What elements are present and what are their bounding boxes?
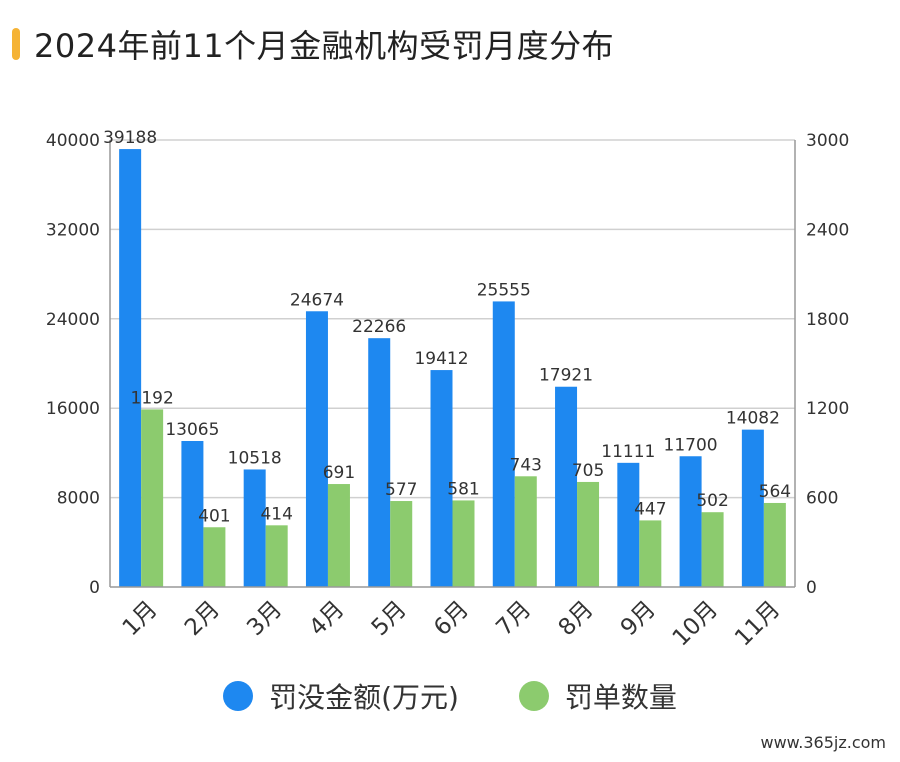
bar-count	[203, 527, 226, 587]
bar-amount	[679, 456, 702, 587]
y-left-tick-label: 16000	[46, 399, 100, 419]
x-tick-label: 10月	[668, 596, 723, 651]
bar-count	[141, 409, 164, 587]
data-label-count: 743	[510, 455, 542, 475]
chart-title: 2024年前11个月金融机构受罚月度分布	[34, 27, 615, 65]
data-label-count: 1192	[131, 388, 174, 408]
y-left-tick-label: 8000	[57, 489, 100, 509]
data-label-count: 691	[323, 463, 355, 483]
data-label-amount: 14082	[726, 409, 780, 429]
bar-amount	[741, 429, 764, 587]
data-label-amount: 11700	[664, 435, 718, 455]
bar-chart: 0 8000 16000 24000 32000 40000 0 600 1200 1800 240…	[46, 128, 849, 651]
data-label-amount: 24674	[290, 290, 344, 310]
bar-amount	[617, 462, 640, 587]
bar-count	[327, 484, 350, 587]
y-right-tick-label: 0	[806, 578, 817, 598]
x-tick-label: 4月	[305, 596, 350, 641]
legend-label-amount: 罚没金额(万元)	[269, 681, 459, 714]
bar-count	[514, 476, 537, 587]
y-left-tick-label: 32000	[46, 220, 100, 240]
legend-item-count: 罚单数量	[518, 676, 677, 716]
bar-count	[265, 525, 288, 587]
x-tick-label: 5月	[367, 596, 412, 641]
y-right-tick-label: 3000	[806, 131, 849, 151]
y-right-tick-label: 2400	[806, 220, 849, 240]
x-tick-label: 7月	[491, 596, 536, 641]
bar-amount	[430, 370, 453, 587]
data-label-amount: 13065	[165, 420, 219, 440]
watermark-text: www.365jz.com	[756, 731, 890, 754]
data-label-amount: 39188	[103, 128, 157, 148]
data-label-amount: 17921	[539, 366, 593, 386]
bar-amount	[492, 301, 515, 587]
legend-label-count: 罚单数量	[564, 681, 677, 714]
data-label-count: 564	[759, 482, 791, 502]
data-label-amount: 22266	[352, 317, 406, 337]
y-left-tick-label: 0	[89, 578, 100, 598]
bar-amount	[305, 311, 328, 587]
chart-legend: 罚没金额(万元) 罚单数量	[0, 676, 900, 716]
data-label-amount: 11111	[601, 442, 655, 462]
y-left-tick-label: 40000	[46, 131, 100, 151]
data-label-count: 581	[447, 479, 479, 499]
x-tick-label: 9月	[616, 596, 661, 641]
data-label-count: 414	[260, 504, 292, 524]
bar-amount	[555, 386, 578, 587]
title-accent-bar	[12, 28, 20, 60]
x-tick-label: 1月	[118, 596, 163, 641]
bar-count	[577, 481, 600, 587]
data-label-count: 705	[572, 461, 604, 481]
data-label-count: 577	[385, 480, 417, 500]
data-label-count: 401	[198, 506, 230, 526]
legend-item-amount: 罚没金额(万元)	[223, 676, 459, 716]
x-tick-label: 3月	[242, 596, 287, 641]
data-label-amount: 10518	[228, 448, 282, 468]
bar-count	[452, 500, 475, 587]
data-label-amount: 19412	[414, 349, 468, 369]
bar-count	[639, 520, 662, 587]
bar-amount	[243, 469, 266, 587]
bar-count	[390, 501, 413, 587]
bar-amount	[368, 338, 391, 587]
y-right-tick-label: 1800	[806, 310, 849, 330]
data-label-amount: 25555	[477, 280, 531, 300]
y-left-tick-label: 24000	[46, 310, 100, 330]
x-tick-label: 2月	[180, 596, 225, 641]
x-tick-label: 6月	[429, 596, 474, 641]
bar-amount	[119, 149, 142, 587]
bar-count	[701, 512, 724, 587]
legend-dot-count	[518, 681, 549, 711]
bar-amount	[181, 440, 204, 587]
chart-title-block: 2024年前11个月金融机构受罚月度分布	[12, 22, 614, 66]
legend-dot-amount	[223, 681, 254, 711]
x-tick-label: 11月	[730, 596, 785, 651]
data-label-count: 502	[696, 491, 728, 511]
x-tick-label: 8月	[554, 596, 599, 641]
y-right-tick-label: 600	[806, 489, 838, 509]
y-right-tick-label: 1200	[806, 399, 849, 419]
data-label-count: 447	[634, 499, 666, 519]
bar-count	[763, 502, 786, 587]
